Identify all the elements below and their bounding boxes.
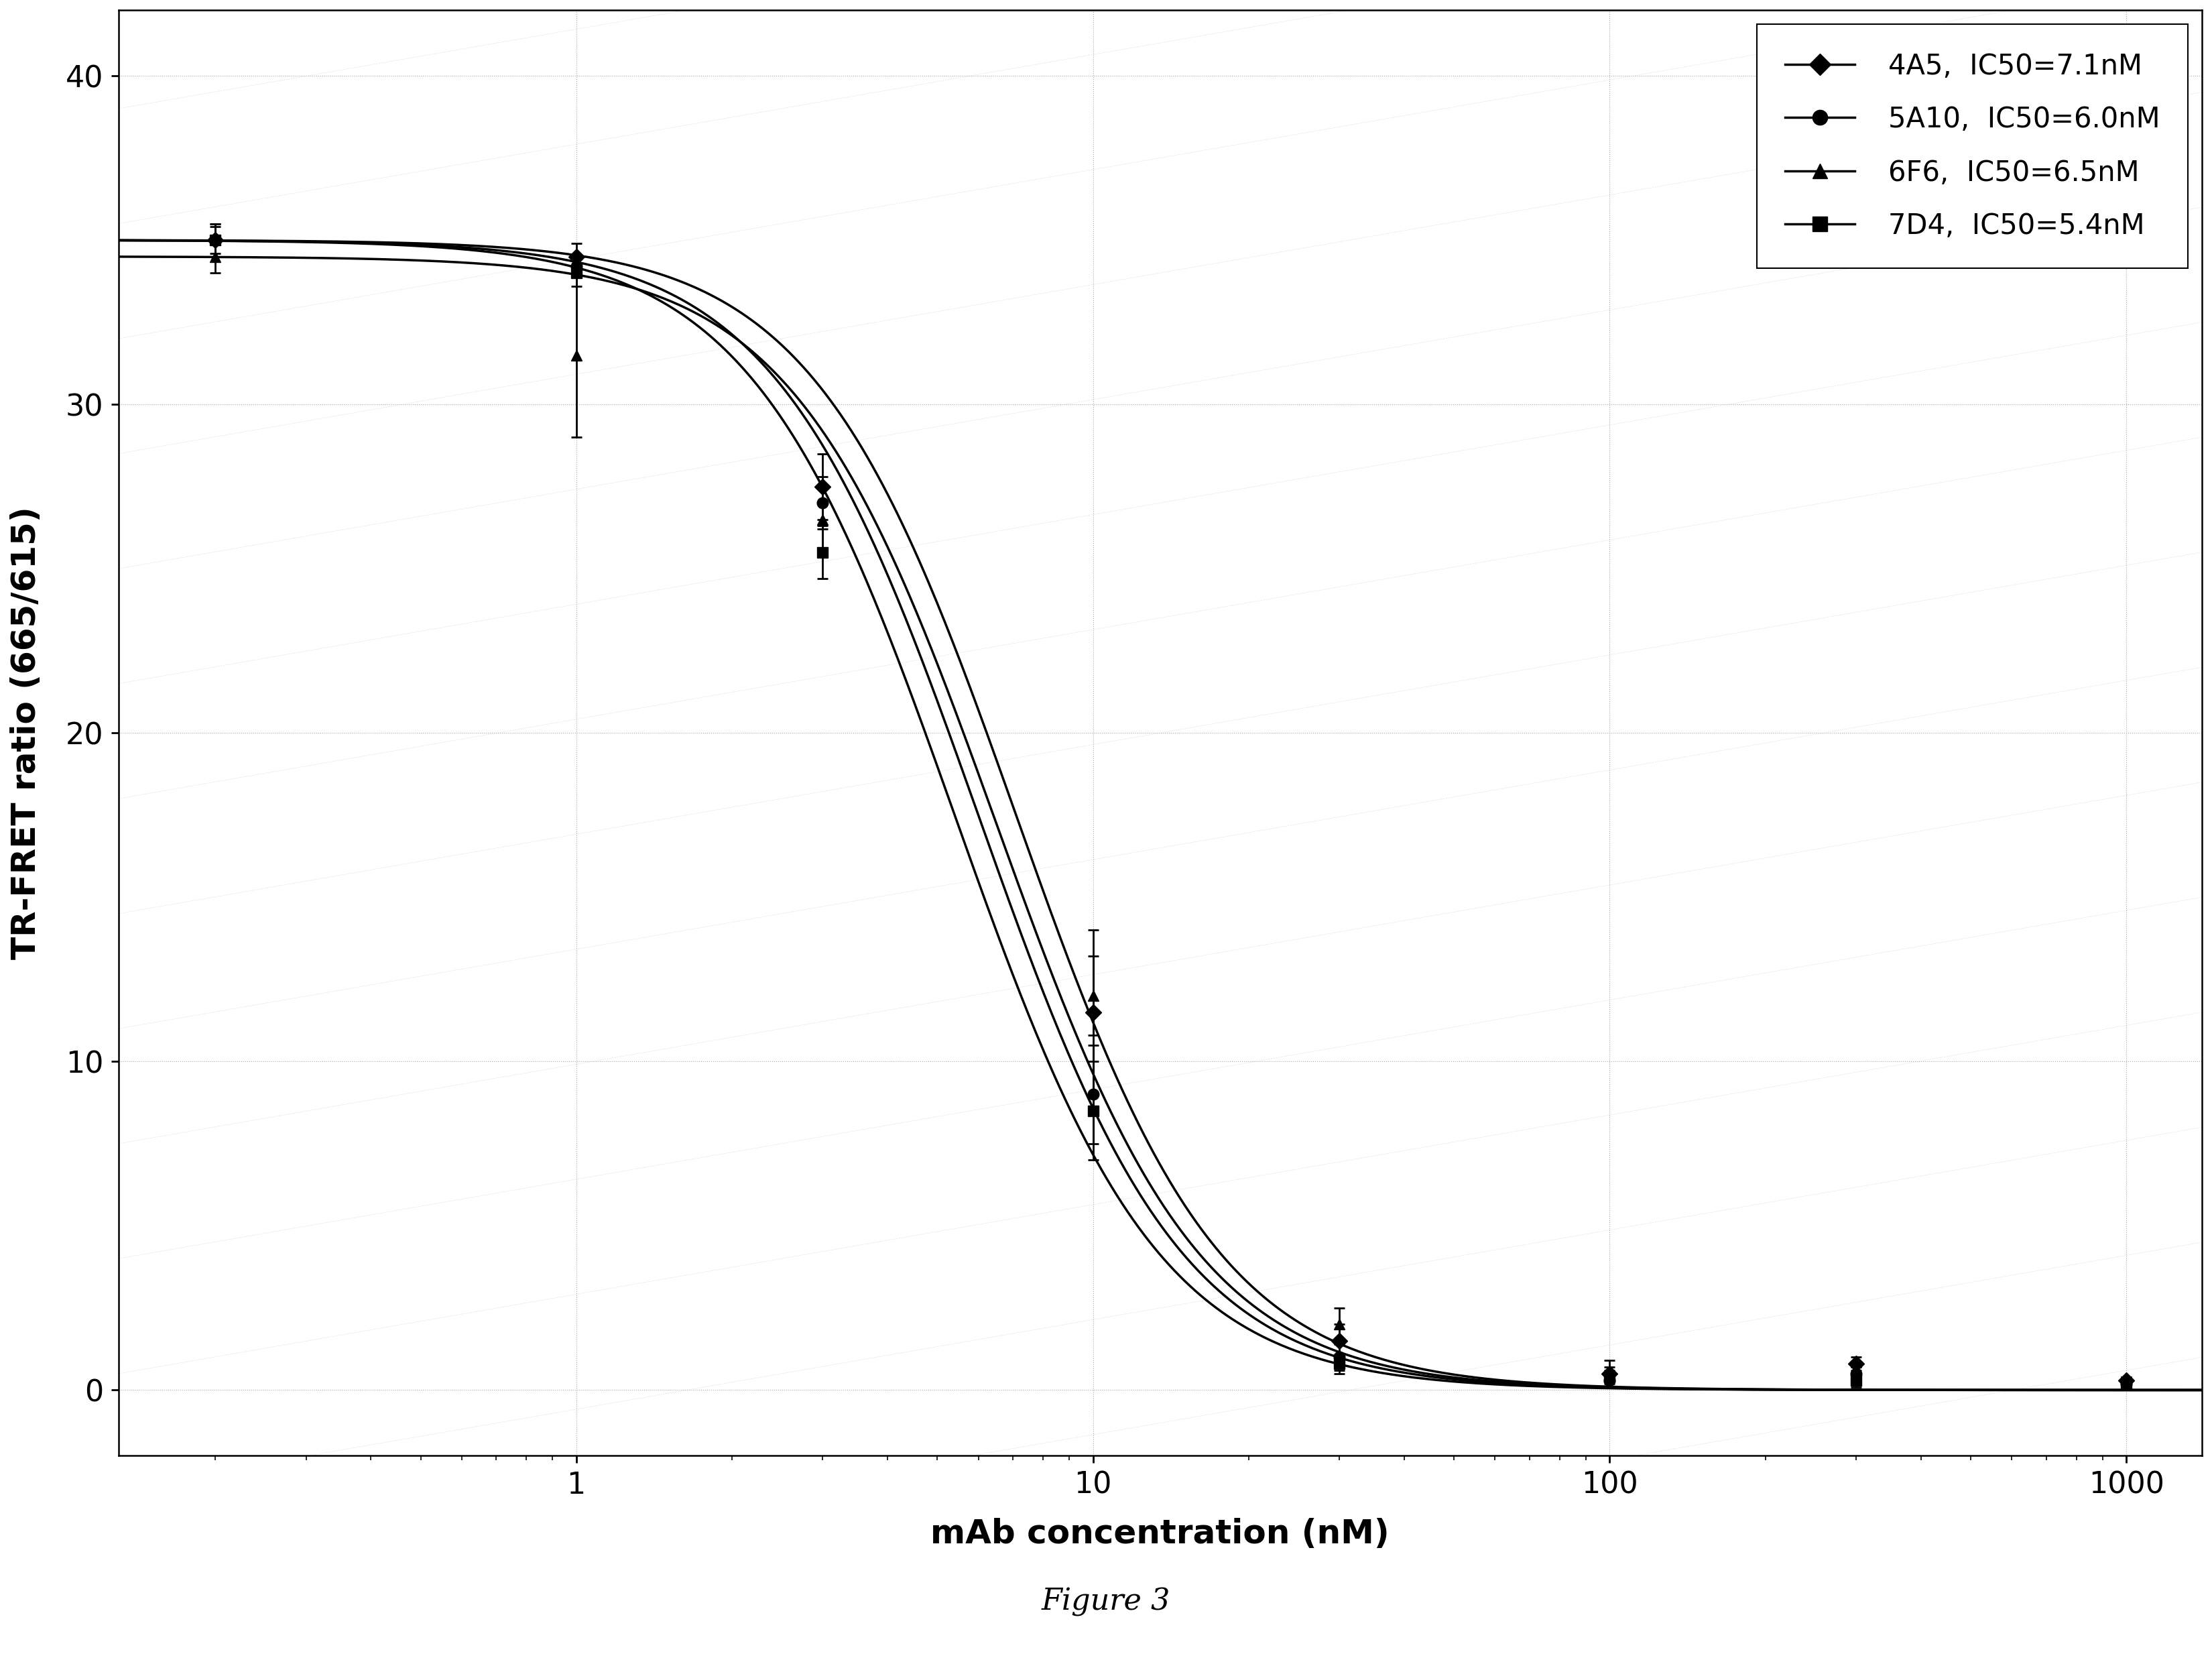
X-axis label: mAb concentration (nM): mAb concentration (nM) [931, 1519, 1389, 1550]
Legend: 4A5,  IC50=7.1nM, 5A10,  IC50=6.0nM, 6F6,  IC50=6.5nM, 7D4,  IC50=5.4nM: 4A5, IC50=7.1nM, 5A10, IC50=6.0nM, 6F6, … [1756, 23, 2188, 267]
Y-axis label: TR-FRET ratio (665/615): TR-FRET ratio (665/615) [11, 506, 42, 959]
Text: Figure 3: Figure 3 [1042, 1587, 1170, 1617]
